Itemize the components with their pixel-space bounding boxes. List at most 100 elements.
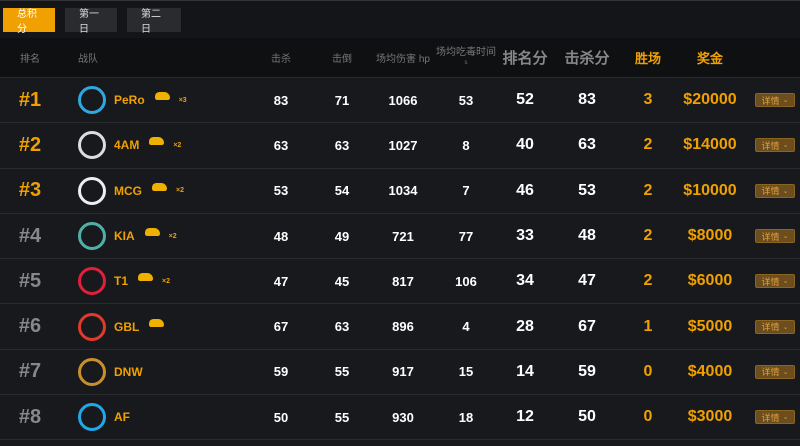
kill-pts-value: 83 [578,91,596,109]
team-name: MCG [114,183,142,198]
prize-value: $14000 [683,136,737,154]
chevron-down-icon: ⌄ [782,278,789,286]
rank: #3 [18,179,42,202]
kills-value: 53 [273,183,289,199]
poison-value: 18 [458,409,474,425]
chicken-dinner-icon [138,273,154,282]
kill-pts-value: 50 [578,408,596,426]
chevron-down-icon: ⌄ [782,368,789,376]
table-row: #4 KIA ×2 48 49 721 77 33 48 2 $8000 详情 ⌄ [0,214,800,260]
team-cell: MCG ×2 [78,169,184,213]
team-name: AF [114,410,130,425]
team-logo-icon [78,222,106,251]
standings-table: #1 PeRo ×3 83 71 1066 53 52 83 3 $20000 详情 ⌄ #2 4AM ×… [0,78,800,441]
tab-day-1[interactable]: 第一日 [65,7,117,35]
poison-value: 8 [462,137,470,153]
kill-pts-value: 53 [578,181,596,199]
kills-value: 63 [273,137,289,153]
knocks-value: 55 [334,364,350,380]
wins-value: 3 [643,91,653,109]
detail-button[interactable]: 详情 ⌄ [755,274,795,289]
detail-button[interactable]: 详情 ⌄ [755,319,795,334]
team-logo-icon [78,312,106,341]
table-row: #1 PeRo ×3 83 71 1066 53 52 83 3 $20000 详情 ⌄ [0,78,800,124]
team-name: 4AM [114,138,140,153]
wins-value: 0 [643,408,653,426]
damage-value: 1034 [388,183,418,199]
detail-label: 详情 [761,231,780,242]
team-logo-icon [78,176,106,205]
chicken-count: ×2 [168,232,177,240]
chicken-count: ×2 [176,187,184,195]
knocks-value: 63 [334,137,350,153]
team-logo-icon [78,86,106,115]
kill-pts-value: 59 [578,362,596,380]
table-row: #8 AF 50 55 930 18 12 50 0 $3000 详情 ⌄ [0,395,800,441]
team-logo-icon [78,403,106,432]
header-wins: 胜场 [634,51,662,66]
knocks-value: 63 [334,319,350,335]
rank-pts-value: 28 [516,317,534,335]
team-name: KIA [114,229,135,244]
poison-value: 7 [462,183,470,199]
chevron-down-icon: ⌄ [782,97,789,105]
kill-pts-value: 48 [578,227,596,245]
rank-pts-value: 52 [516,91,534,109]
chicken-dinner-icon [144,228,160,237]
knocks-value: 54 [334,183,350,199]
team-cell: DNW [78,350,143,394]
detail-button[interactable]: 详情 ⌄ [755,183,795,198]
header-rank: 排名 [20,54,40,65]
kills-value: 48 [273,228,289,244]
header-kills: 击杀 [271,54,291,65]
detail-button[interactable]: 详情 ⌄ [755,229,795,244]
chicken-dinner-icon [149,137,165,146]
rank: #1 [18,88,42,111]
wins-value: 0 [643,362,653,380]
damage-value: 1027 [388,137,418,153]
team-logo-icon [78,131,106,160]
poison-value: 4 [462,319,470,335]
detail-label: 详情 [761,95,780,106]
chicken-count: ×2 [173,141,182,149]
table-header: 排名 战队 击杀 击倒 场均伤害 hp 场均吃毒时间 s 排名分 击杀分 胜场 奖… [0,38,800,78]
tab-bar: 总积分 第一日 第二日 [0,0,800,38]
prize-value: $3000 [687,408,733,426]
table-row: #2 4AM ×2 63 63 1027 8 40 63 2 $14000 详情 ⌄ [0,123,800,169]
rank: #2 [18,133,42,156]
header-prize: 奖金 [696,51,724,66]
detail-button[interactable]: 详情 ⌄ [755,93,795,108]
knocks-value: 45 [334,273,350,289]
table-row: #3 MCG ×2 53 54 1034 7 46 53 2 $10000 详情 ⌄ [0,169,800,214]
chevron-down-icon: ⌄ [782,142,789,150]
detail-button[interactable]: 详情 ⌄ [755,138,795,153]
team-cell: PeRo ×3 [78,78,187,122]
rank: #7 [18,360,42,383]
wins-value: 2 [643,136,653,154]
poison-value: 53 [458,92,474,108]
rank: #4 [18,224,42,247]
damage-value: 817 [392,273,414,289]
prize-value: $5000 [687,317,733,335]
detail-label: 详情 [761,186,780,197]
header-kill-points: 击杀分 [564,50,610,67]
kill-pts-value: 47 [578,272,596,290]
detail-button[interactable]: 详情 ⌄ [755,410,795,425]
prize-value: $6000 [687,272,733,290]
tab-day-2[interactable]: 第二日 [127,7,181,35]
damage-value: 721 [392,228,414,244]
wins-value: 1 [643,317,653,335]
rank-pts-value: 33 [516,227,534,245]
detail-label: 详情 [761,322,780,333]
rank: #5 [18,269,42,292]
detail-button[interactable]: 详情 ⌄ [755,364,795,379]
prize-value: $4000 [687,362,733,380]
chicken-count: ×3 [178,96,187,104]
damage-value: 1066 [388,92,418,108]
detail-label: 详情 [761,276,780,287]
damage-value: 896 [392,319,414,335]
knocks-value: 49 [334,228,350,244]
rank-pts-value: 46 [516,181,534,199]
tab-total[interactable]: 总积分 [3,7,55,35]
chicken-dinner-icon [149,318,165,327]
